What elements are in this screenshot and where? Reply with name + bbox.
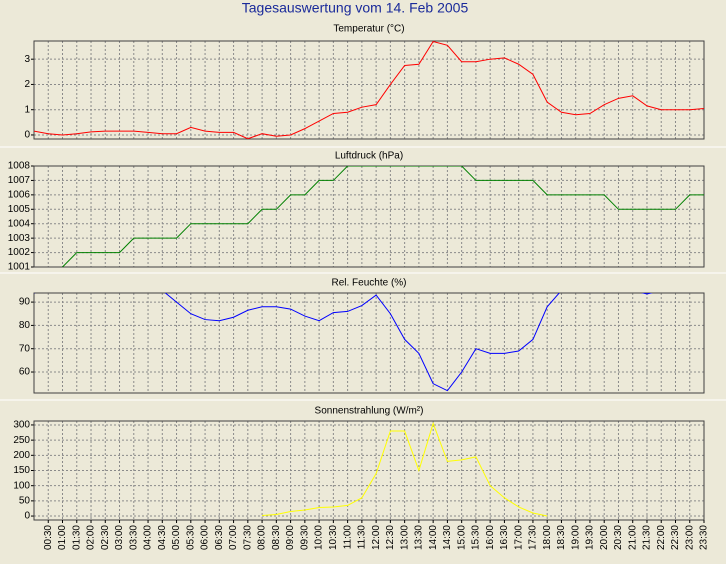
- plot-frame: [33, 292, 705, 394]
- y-tick-label: 300: [13, 420, 30, 431]
- x-tick-label: 04:00: [143, 525, 154, 550]
- chart-title: Luftdruck (hPa): [335, 151, 403, 162]
- x-tick-label: 14:00: [428, 525, 439, 550]
- x-tick-label: 23:00: [684, 525, 695, 550]
- x-tick-label: 21:30: [642, 525, 653, 550]
- x-tick-label: 02:30: [100, 525, 111, 550]
- x-tick-label: 18:00: [542, 525, 553, 550]
- x-tick-label: 12:30: [385, 525, 396, 550]
- x-tick-label: 06:30: [214, 525, 225, 550]
- data-line: [34, 41, 704, 139]
- x-tick-label: 13:30: [414, 525, 425, 550]
- x-tick-label: 08:30: [271, 525, 282, 550]
- data-line: [262, 421, 548, 517]
- x-tick-label: 10:00: [314, 525, 325, 550]
- y-tick-label: 1002: [8, 247, 31, 258]
- x-tick-label: 01:00: [57, 525, 68, 550]
- x-tick-label: 09:00: [285, 525, 296, 550]
- x-tick-label: 22:30: [670, 525, 681, 550]
- x-tick-label: 00:30: [43, 525, 54, 550]
- y-tick-label: 90: [19, 297, 31, 308]
- y-tick-label: 250: [13, 435, 30, 446]
- x-tick-label: 07:30: [242, 525, 253, 550]
- y-tick-label: 1001: [8, 262, 31, 273]
- x-tick-label: 14:30: [442, 525, 453, 550]
- y-tick-label: 70: [19, 343, 31, 354]
- y-tick-label: 2: [24, 79, 30, 90]
- y-tick-label: 1003: [8, 233, 31, 244]
- y-tick-label: 1: [24, 104, 30, 115]
- x-tick-label: 11:00: [342, 525, 353, 550]
- y-tick-label: 1004: [8, 218, 31, 229]
- y-tick-label: 100: [13, 480, 30, 491]
- x-tick-label: 19:30: [585, 525, 596, 550]
- x-tick-label: 20:00: [599, 525, 610, 550]
- x-tick-label: 18:30: [556, 525, 567, 550]
- y-tick-label: 1008: [8, 161, 31, 172]
- plot-frame: [33, 40, 705, 140]
- x-tick-label: 02:00: [86, 525, 97, 550]
- x-tick-label: 13:00: [399, 525, 410, 550]
- x-tick-label: 16:00: [485, 525, 496, 550]
- y-tick-label: 1005: [8, 204, 31, 215]
- x-tick-label: 15:00: [456, 525, 467, 550]
- x-tick-label: 17:30: [528, 525, 539, 550]
- y-tick-label: 0: [24, 511, 30, 522]
- x-tick-label: 07:00: [228, 525, 239, 550]
- x-tick-label: 16:30: [499, 525, 510, 550]
- x-tick-label: 06:00: [200, 525, 211, 550]
- x-tick-label: 05:00: [171, 525, 182, 550]
- x-tick-label: 21:00: [627, 525, 638, 550]
- y-tick-label: 0: [24, 130, 30, 141]
- y-tick-label: 60: [19, 367, 31, 378]
- y-tick-label: 1007: [8, 175, 31, 186]
- x-tick-label: 20:30: [613, 525, 624, 550]
- page-title: Tagesauswertung vom 14. Feb 2005: [242, 0, 469, 16]
- chart-title: Rel. Feuchte (%): [331, 278, 406, 289]
- x-tick-label: 09:30: [299, 525, 310, 550]
- x-tick-label: 08:00: [257, 525, 268, 550]
- data-line: [34, 293, 653, 392]
- data-line: [61, 166, 704, 267]
- y-tick-label: 3: [24, 54, 30, 65]
- chart-title: Sonnenstrahlung (W/m²): [315, 406, 424, 417]
- x-tick-label: 01:30: [71, 525, 82, 550]
- x-tick-label: 22:00: [656, 525, 667, 550]
- x-tick-label: 04:30: [157, 525, 168, 550]
- chart-title: Temperatur (°C): [333, 24, 404, 35]
- x-tick-label: 19:00: [570, 525, 581, 550]
- y-tick-label: 1006: [8, 189, 31, 200]
- x-tick-label: 11:30: [357, 525, 368, 550]
- x-tick-label: 12:00: [371, 525, 382, 550]
- x-tick-label: 03:30: [128, 525, 139, 550]
- y-tick-label: 200: [13, 450, 30, 461]
- x-tick-label: 23:30: [699, 525, 710, 550]
- x-tick-label: 10:30: [328, 525, 339, 550]
- x-tick-label: 05:30: [185, 525, 196, 550]
- x-tick-label: 03:00: [114, 525, 125, 550]
- y-tick-label: 80: [19, 320, 31, 331]
- y-tick-label: 50: [19, 496, 31, 507]
- x-tick-label: 15:30: [471, 525, 482, 550]
- plot-frame: [33, 420, 705, 521]
- x-tick-label: 17:00: [513, 525, 524, 550]
- y-tick-label: 150: [13, 465, 30, 476]
